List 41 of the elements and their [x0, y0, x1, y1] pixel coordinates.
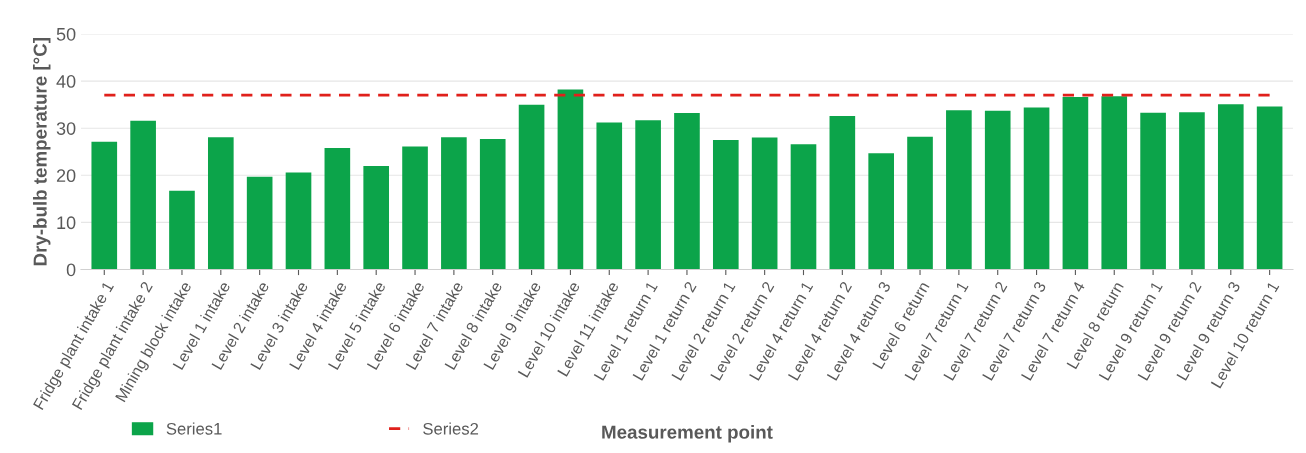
bar: [1256, 106, 1283, 270]
y-axis-title: Dry-bulb temperature [°C]: [33, 38, 51, 266]
bar: [829, 115, 856, 270]
bar: [868, 153, 894, 270]
bar: [441, 137, 467, 270]
bar: [1062, 97, 1089, 270]
bar: [1140, 112, 1166, 270]
y-tick-label: 40: [56, 75, 76, 88]
bar: [946, 110, 972, 270]
bar: [674, 113, 700, 270]
bar: [907, 136, 933, 270]
bar: [324, 147, 351, 270]
bar: [208, 137, 234, 270]
bar: [130, 120, 156, 270]
bar: [984, 110, 1011, 270]
legend-label: Series2: [423, 422, 479, 435]
legend-label: Series1: [166, 422, 222, 435]
bar: [285, 172, 312, 270]
bar: [751, 137, 778, 270]
y-tick-label: 50: [56, 27, 76, 41]
bar: [246, 176, 273, 270]
bar: [1101, 96, 1128, 270]
bar: [479, 139, 506, 270]
y-tick-label: 20: [56, 169, 76, 183]
y-tick-label: 10: [57, 216, 76, 230]
bar: [1217, 104, 1244, 270]
y-tick-label: 30: [56, 122, 76, 135]
bar: [712, 139, 739, 270]
bar: [169, 190, 195, 270]
x-axis-title: Measurement point: [602, 425, 773, 443]
bar: [596, 122, 623, 270]
bar: [91, 141, 118, 270]
bar: [557, 89, 584, 270]
bar: [518, 104, 545, 270]
bar: [790, 144, 817, 270]
bar: [363, 165, 390, 270]
bar: [402, 146, 428, 270]
bar: [1179, 112, 1205, 270]
bar: [1023, 107, 1050, 270]
y-tick-label: 0: [66, 263, 76, 277]
bar: [635, 120, 661, 270]
